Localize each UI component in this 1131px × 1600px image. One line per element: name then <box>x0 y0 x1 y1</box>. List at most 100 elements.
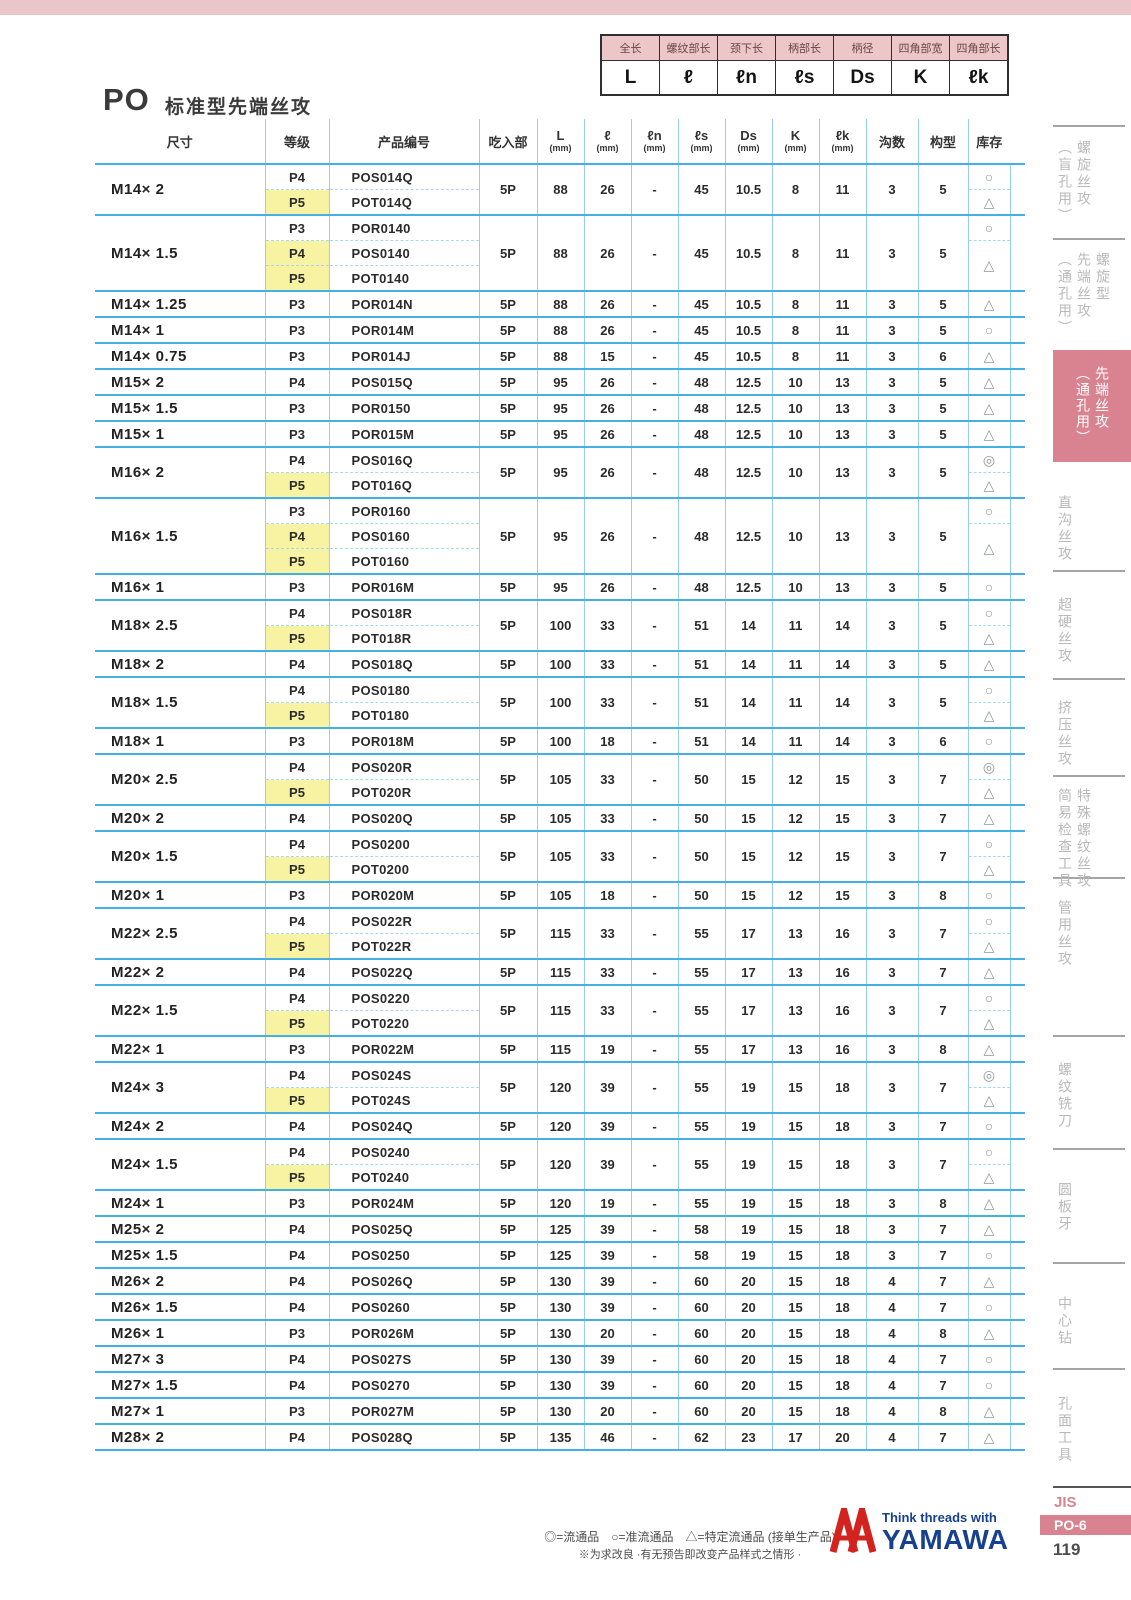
row-divider-tick <box>1010 1319 1025 1321</box>
cell-ls: 50 <box>677 753 725 805</box>
stock-symbol: △ <box>967 650 1011 677</box>
cell-ls: 48 <box>677 446 725 498</box>
stock-symbol: ◎ <box>967 1061 1011 1088</box>
cell-K: 11 <box>771 727 819 754</box>
sidebar-tab-7[interactable]: 特殊螺纹丝攻 简易检查工具 <box>1055 788 1093 890</box>
table-row: M26× 1.5 P4 POS0260 5P 130 39-60 20 15 18 4 7 ○ <box>95 1293 1011 1320</box>
table-row: P5 POT020R △ <box>95 779 1011 805</box>
table-row: M28× 2 P4 POS028Q 5P 135 46-62 23 17 20 4 7 △ <box>95 1423 1011 1450</box>
sidebar-separator <box>1053 678 1125 680</box>
cell-lk: 18 <box>818 1112 866 1139</box>
cell-grade: P5 <box>264 472 329 498</box>
cell-grade: P4 <box>264 1267 329 1294</box>
stock-symbol: △ <box>967 240 1011 291</box>
sidebar-separator <box>1053 125 1125 127</box>
cell-K: 15 <box>771 1138 819 1190</box>
cell-L: 88 <box>536 163 584 215</box>
sidebar-tab-9[interactable]: 螺纹铣刀 <box>1055 1062 1074 1130</box>
cell-l: 26 <box>583 497 631 574</box>
row-divider-tick <box>1010 676 1025 678</box>
cell-Ds: 12.5 <box>724 573 772 600</box>
sidebar-tab-4[interactable]: 直沟丝攻 <box>1055 495 1074 563</box>
cell-chamfer: 5P <box>478 676 537 728</box>
cell-code: POS028Q <box>328 1423 479 1450</box>
sidebar-tab-12[interactable]: 孔面工具 <box>1055 1396 1074 1464</box>
stock-symbol: △ <box>967 933 1011 959</box>
cell-grade: P5 <box>264 856 329 882</box>
sidebar-tab-3[interactable]: 先端丝攻 （通孔用） <box>1053 350 1131 462</box>
sidebar-tab-11[interactable]: 中心钻 <box>1055 1296 1074 1347</box>
cell-form: 7 <box>917 1112 968 1139</box>
cell-chamfer: 5P <box>478 650 537 677</box>
cell-L: 115 <box>536 1035 584 1062</box>
cell-Ds: 20 <box>724 1319 772 1346</box>
cell-Ds: 17 <box>724 1035 772 1062</box>
cell-ln: - <box>630 214 678 291</box>
cell-code: POR014M <box>328 316 479 343</box>
cell-grade: P4 <box>264 240 329 266</box>
cell-flutes: 3 <box>865 958 918 985</box>
cell-lk: 11 <box>818 316 866 343</box>
cell-flutes: 4 <box>865 1371 918 1398</box>
cell-L: 105 <box>536 881 584 908</box>
page-number: 119 <box>1053 1540 1081 1559</box>
sidebar-tab-label: 螺纹铣刀 <box>1057 1062 1073 1130</box>
spec-table: 尺寸 等级 产品编号 吃入部 L (mm) ℓ (mm) ℓn (mm) ℓs (mm) Ds (mm) K… <box>95 119 1011 1451</box>
stock-symbol: △ <box>967 856 1011 882</box>
cell-L: 130 <box>536 1267 584 1294</box>
sidebar-tab-5[interactable]: 超硬丝攻 <box>1055 597 1074 665</box>
cell-form: 7 <box>917 804 968 831</box>
row-divider-tick <box>1010 1345 1025 1347</box>
cell-form: 5 <box>917 420 968 447</box>
table-row: M27× 3 P4 POS027S 5P 130 39-60 20 15 18 4 7 ○ <box>95 1345 1011 1372</box>
cell-ln: - <box>630 727 678 754</box>
cell-code: POT014Q <box>328 189 479 215</box>
cell-l: 26 <box>583 163 631 215</box>
cell-chamfer: 5P <box>478 830 537 882</box>
cell-code: POS0160 <box>328 523 479 549</box>
cell-chamfer: 5P <box>478 497 537 574</box>
stock-symbol: △ <box>967 958 1011 985</box>
cell-ln: - <box>630 804 678 831</box>
cell-grade: P4 <box>264 1241 329 1268</box>
cell-code: POS018R <box>328 599 479 626</box>
cell-L: 115 <box>536 958 584 985</box>
cell-K: 13 <box>771 907 819 959</box>
cell-chamfer: 5P <box>478 1371 537 1398</box>
sidebar-tab-6[interactable]: 挤压丝攻 <box>1055 700 1074 768</box>
cell-L: 95 <box>536 573 584 600</box>
cell-ln: - <box>630 984 678 1036</box>
yamawa-mark-icon <box>830 1508 876 1553</box>
cell-lk: 20 <box>818 1423 866 1450</box>
col-header-stock: 库存 <box>967 119 1010 164</box>
cell-size: M27× 3 <box>95 1345 265 1372</box>
cell-grade: P3 <box>264 394 329 421</box>
legend-symbol: Ds <box>833 60 892 96</box>
stock-symbol: △ <box>967 394 1011 421</box>
cell-K: 11 <box>771 599 819 651</box>
table-row: M27× 1 P3 POR027M 5P 130 20-60 20 15 18 4 8 △ <box>95 1397 1011 1424</box>
cell-L: 88 <box>536 316 584 343</box>
cell-ls: 45 <box>677 290 725 317</box>
row-divider-tick <box>1010 1397 1025 1399</box>
cell-code: POR0140 <box>328 214 479 241</box>
sidebar-tab-10[interactable]: 圆板牙 <box>1055 1182 1074 1233</box>
sidebar-separator <box>1053 1368 1125 1370</box>
cell-ln: - <box>630 1215 678 1242</box>
sidebar-tab-1[interactable]: 螺旋丝攻 （盲孔用） <box>1055 140 1093 225</box>
cell-code: POR015M <box>328 420 479 447</box>
sidebar-tab-8[interactable]: 管用丝攻 <box>1055 900 1074 968</box>
cell-L: 100 <box>536 676 584 728</box>
cell-Ds: 14 <box>724 727 772 754</box>
cell-form: 5 <box>917 497 968 574</box>
cell-size: M25× 1.5 <box>95 1241 265 1268</box>
cell-code: POR014J <box>328 342 479 369</box>
cell-l: 18 <box>583 881 631 908</box>
sidebar-tab-2[interactable]: 螺旋型 先端丝攻 （通孔用） <box>1055 252 1112 337</box>
table-row: P5 POT0180 △ <box>95 702 1011 728</box>
sidebar-tab-label: 超硬丝攻 <box>1057 597 1073 665</box>
cell-lk: 11 <box>818 342 866 369</box>
cell-flutes: 3 <box>865 1112 918 1139</box>
cell-code: POT0200 <box>328 856 479 882</box>
stock-symbol: ○ <box>967 1371 1011 1398</box>
